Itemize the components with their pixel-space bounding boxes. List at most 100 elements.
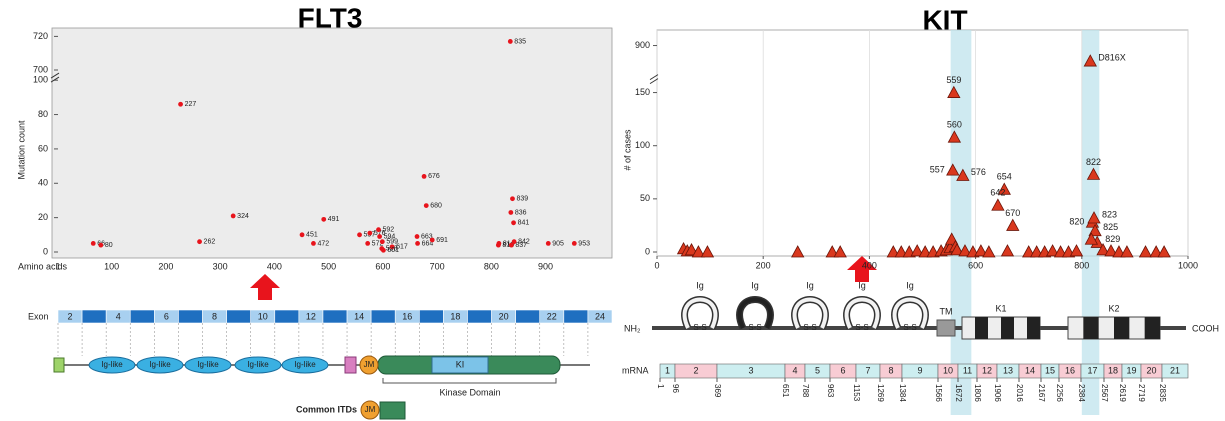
point-label: 953 xyxy=(578,240,590,247)
ig-like-label: Ig-like xyxy=(197,360,219,369)
position-label: 1672 xyxy=(954,384,963,402)
disulfide-label: S-S xyxy=(903,323,916,332)
position-label: 1906 xyxy=(993,384,1002,402)
point xyxy=(381,248,386,253)
point-label: 451 xyxy=(306,232,318,239)
exon-cell xyxy=(467,310,491,323)
ig-label: Ig xyxy=(906,280,914,290)
point-label: 680 xyxy=(430,202,442,209)
point xyxy=(497,241,502,246)
point-label: 559 xyxy=(946,75,961,85)
exon-label: Exon xyxy=(28,311,49,321)
position-label: 2167 xyxy=(1037,384,1046,402)
chart-title: KIT xyxy=(922,4,967,35)
exon-number: 7 xyxy=(865,365,870,375)
mrna-label: mRNA xyxy=(622,365,649,375)
exon-number: 20 xyxy=(499,311,509,321)
point-label: 841 xyxy=(518,220,530,227)
point-label: 836 xyxy=(515,209,527,216)
point-label: 80 xyxy=(105,242,113,249)
x-tick-label: 800 xyxy=(1074,260,1089,270)
kinase-label: K2 xyxy=(1108,303,1119,313)
exon-number: 2 xyxy=(68,311,73,321)
nh2-label: NH₂ xyxy=(624,323,641,333)
y-tick-label: 60 xyxy=(38,143,48,153)
kinase-bracket xyxy=(383,378,556,383)
point-label: 905 xyxy=(552,240,564,247)
exon-number: 6 xyxy=(840,365,845,375)
x-axis-label: Amino acids xyxy=(18,261,68,271)
point-label: 557 xyxy=(930,165,945,175)
point xyxy=(510,196,515,201)
exon-number: 11 xyxy=(963,365,972,375)
point-label: 227 xyxy=(185,101,197,108)
position-label: 2016 xyxy=(1015,384,1024,402)
point xyxy=(415,234,420,239)
y-axis-label: # of cases xyxy=(622,129,632,171)
y-tick-label: 80 xyxy=(38,109,48,119)
point xyxy=(511,220,516,225)
point-label: 324 xyxy=(237,213,249,220)
exon-number: 4 xyxy=(116,311,121,321)
exon-number: 18 xyxy=(1108,365,1118,375)
kinase-label: K1 xyxy=(995,303,1006,313)
point-label: 262 xyxy=(204,239,216,246)
ig-label: Ig xyxy=(696,280,704,290)
position-label: 2619 xyxy=(1118,384,1127,402)
chart-title: FLT3 xyxy=(298,2,363,33)
point xyxy=(197,239,202,244)
exon-cell xyxy=(227,310,251,323)
point xyxy=(98,243,103,248)
point-label: 576 xyxy=(971,167,986,177)
point xyxy=(377,234,382,239)
x-tick-label: 700 xyxy=(430,261,445,271)
exon-number: 3 xyxy=(748,365,753,375)
signal-peptide xyxy=(54,358,64,372)
itd-kinase xyxy=(380,402,405,419)
x-tick-label: 400 xyxy=(862,260,877,270)
exon-cell xyxy=(371,310,395,323)
y-tick-label: 100 xyxy=(33,75,48,85)
exon-number: 16 xyxy=(402,311,412,321)
cooh-label: COOH xyxy=(1192,323,1219,333)
y-tick-label: 720 xyxy=(33,31,48,41)
point-label: 670 xyxy=(1005,208,1020,218)
point xyxy=(367,231,372,236)
point xyxy=(430,238,435,243)
position-label: 369 xyxy=(713,384,722,398)
y-tick-label: 900 xyxy=(635,40,650,50)
exon-number: 14 xyxy=(354,311,364,321)
exon-number: 18 xyxy=(450,311,460,321)
point-label: 825 xyxy=(1103,222,1118,232)
exon-number: 4 xyxy=(792,365,797,375)
point xyxy=(231,214,236,219)
position-label: 2256 xyxy=(1055,384,1064,402)
exon-number: 21 xyxy=(1170,365,1180,375)
exon-number: 15 xyxy=(1045,365,1055,375)
exon-number: 13 xyxy=(1003,365,1013,375)
x-tick-label: 0 xyxy=(654,260,659,270)
position-label: 651 xyxy=(781,384,790,398)
disulfide-label: S-S xyxy=(693,323,706,332)
exon-number: 6 xyxy=(164,311,169,321)
x-tick-label: 600 xyxy=(375,261,390,271)
x-tick-label: 100 xyxy=(104,261,119,271)
exon-cell xyxy=(178,310,202,323)
x-tick-label: 400 xyxy=(267,261,282,271)
disulfide-label: S-S xyxy=(803,323,816,332)
point-label: 676 xyxy=(428,173,440,180)
y-tick-label: 700 xyxy=(33,64,48,74)
point-label: 822 xyxy=(1086,157,1101,167)
x-tick-label: 500 xyxy=(321,261,336,271)
point-label: 823 xyxy=(1102,209,1117,219)
x-tick-label: 200 xyxy=(756,260,771,270)
x-tick-label: 800 xyxy=(484,261,499,271)
disulfide-label: S-S xyxy=(748,323,761,332)
y-tick-label: 50 xyxy=(640,193,650,203)
point-label: 829 xyxy=(1105,234,1120,244)
ig-label: Ig xyxy=(751,280,759,290)
point-label: 642 xyxy=(990,188,1005,198)
red-arrow xyxy=(250,274,280,300)
page: 1100200300400500600700800900020406080100… xyxy=(0,0,1225,421)
kinase-band xyxy=(1001,317,1014,339)
